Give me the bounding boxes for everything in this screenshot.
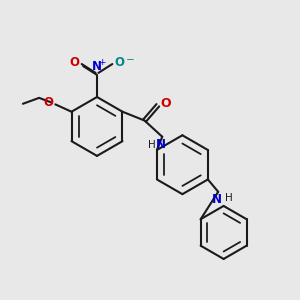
Text: O: O — [161, 97, 171, 110]
Text: H: H — [148, 140, 156, 150]
Text: N: N — [92, 60, 102, 73]
Text: O: O — [115, 56, 125, 69]
Text: O: O — [44, 96, 54, 109]
Text: −: − — [126, 55, 134, 64]
Text: N: N — [156, 138, 166, 151]
Text: N: N — [212, 193, 222, 206]
Text: +: + — [99, 58, 106, 67]
Text: O: O — [69, 56, 79, 69]
Text: H: H — [225, 193, 232, 203]
